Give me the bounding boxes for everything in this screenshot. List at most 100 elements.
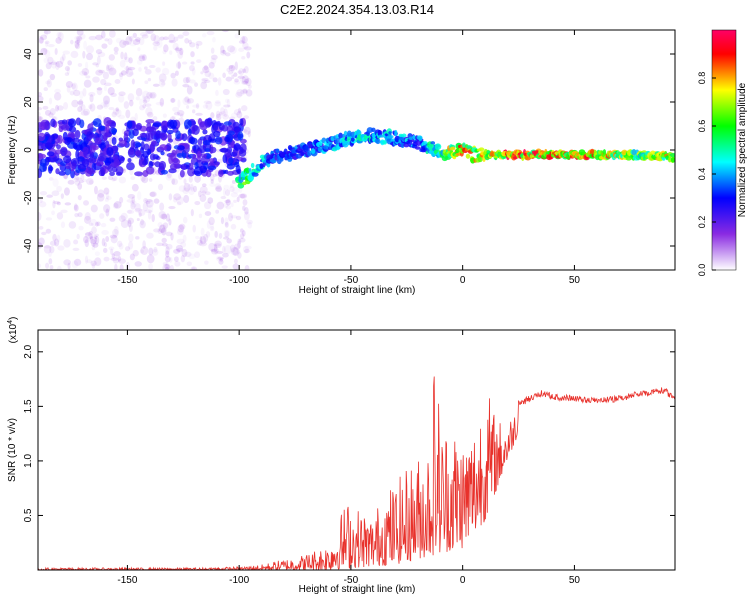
spectrogram-noise-blob <box>158 224 167 233</box>
spectrogram-noise-blob <box>243 126 251 135</box>
spectrogram-noise-blob <box>111 177 116 182</box>
spectrogram-noise-blob <box>129 43 137 47</box>
spectrogram-noise-blob <box>123 101 130 109</box>
spectrogram-noise-blob <box>176 201 182 206</box>
spectrogram-y-label: Frequency (Hz) <box>7 116 18 185</box>
spectrogram-noise-blob <box>164 267 170 270</box>
spectrogram-noise-blob <box>240 89 249 95</box>
colorbar-tick-label: 0.8 <box>697 72 707 85</box>
spectrogram-noise-blob <box>54 48 58 55</box>
spectrogram-noise-blob <box>52 233 57 242</box>
spectrogram-noise-blob <box>237 75 245 79</box>
spectrogram-noise-blob <box>233 258 238 264</box>
spectrogram-noise-blob <box>150 33 157 42</box>
spectrogram-noise-blob <box>88 104 93 110</box>
spectrogram-noise-blob <box>108 67 117 76</box>
spectrogram-noise-blob <box>64 202 72 206</box>
spectrogram-noise-blob <box>76 35 83 42</box>
spectrogram-noise-blob <box>158 78 166 88</box>
spectrogram-band-blob <box>177 145 185 151</box>
spectrogram-noise-blob <box>74 213 79 218</box>
spectrogram-noise-blob <box>242 199 248 206</box>
spectrogram-band-blob <box>148 160 154 169</box>
spectrogram-noise-blob <box>129 200 137 205</box>
spectrogram-noise-blob <box>149 91 157 99</box>
spectrogram-noise-blob <box>177 60 181 70</box>
colorbar-tick-label: 0.6 <box>697 120 707 133</box>
spectrogram-noise-blob <box>142 240 146 250</box>
spectrogram-noise-blob <box>127 209 133 214</box>
spectrogram-noise-blob <box>130 201 136 210</box>
spectrogram-noise-blob <box>131 196 136 204</box>
spectrogram-noise-blob <box>190 183 194 192</box>
spectrogram-noise-blob <box>171 178 179 186</box>
spectrogram-noise-blob <box>215 89 219 97</box>
snr-y-ticks: 0.5 1.0 1.5 2.0 <box>23 344 675 522</box>
spectrogram-noise-blob <box>173 193 182 201</box>
spectrogram-ridge-point <box>251 172 259 177</box>
spectrogram-noise-blob <box>158 73 167 83</box>
spectrogram-noise-blob <box>114 263 118 270</box>
spectrogram-noise-blob <box>200 71 204 75</box>
spectrogram-noise-blob <box>43 48 48 52</box>
spectrogram-ridge-point <box>401 133 407 138</box>
spectrogram-noise-blob <box>244 248 250 254</box>
spectrogram-noise-blob <box>46 194 53 198</box>
spectrogram-noise-blob <box>139 249 144 254</box>
spectrogram-noise-blob <box>90 239 96 247</box>
spectrogram-band-blob <box>189 137 198 145</box>
spectrogram-noise-blob <box>165 231 173 237</box>
spectrogram-noise-blob <box>223 184 230 190</box>
spectrogram-noise-blob <box>132 249 139 257</box>
spectrogram-noise-blob <box>242 68 246 74</box>
spectrogram-noise-blob <box>237 240 242 249</box>
spectrogram-band-blob <box>223 121 233 126</box>
spectrogram-noise-blob <box>99 213 105 219</box>
spectrogram-band-blob <box>127 158 132 163</box>
spectrogram-noise-blob <box>234 243 241 250</box>
spectrogram-noise-blob <box>102 247 108 253</box>
spectrogram-noise-blob <box>208 72 215 80</box>
spectrogram-noise-blob <box>233 80 241 85</box>
spectrogram-noise-blob <box>112 256 120 264</box>
spectrogram-noise-blob <box>94 235 100 245</box>
spectrogram-ridge-point <box>418 136 423 142</box>
spectrogram-noise-blob <box>42 105 49 110</box>
spectrogram-noise-blob <box>83 200 90 206</box>
spectrogram-band-blob <box>181 133 188 142</box>
spectrogram-noise-blob <box>170 72 176 79</box>
spectrogram-noise-blob <box>67 60 73 66</box>
spectrogram-band-blob <box>159 132 168 141</box>
spectrogram-band-blob <box>68 118 77 128</box>
spectrogram-noise-blob <box>155 242 164 247</box>
spectrogram-noise-blob <box>176 196 184 205</box>
spectrogram-noise-blob <box>80 104 86 112</box>
spectrogram-noise-blob <box>115 37 122 44</box>
spectrogram-band-blob <box>197 138 203 146</box>
spectrogram-noise-blob <box>152 41 161 47</box>
spectrogram-band-blob <box>188 162 194 171</box>
snr-series-line <box>38 376 675 570</box>
spectrogram-noise-blob <box>169 264 175 270</box>
spectrogram-noise-blob <box>124 246 131 252</box>
spectrogram-noise-blob <box>226 67 231 72</box>
spectrogram-band-blob <box>228 157 234 164</box>
spectrogram-noise-blob <box>146 254 155 264</box>
spectrogram-noise-blob <box>137 47 141 52</box>
spectrogram-noise-blob <box>238 193 246 199</box>
spectrogram-noise-blob <box>219 110 227 116</box>
spectrogram-noise-blob <box>120 219 129 229</box>
spectrogram-noise-blob <box>128 57 133 64</box>
snr-scale-exponent: 4 <box>7 320 14 324</box>
spectrogram-noise-blob <box>66 67 70 75</box>
spectrogram-noise-blob <box>77 62 83 67</box>
spectrogram-ridge-point <box>371 127 376 133</box>
spectrogram-noise-blob <box>53 200 60 205</box>
spectrogram-noise-blob <box>90 260 97 267</box>
spectrogram-noise-blob <box>225 76 233 82</box>
spectrogram-noise-blob <box>145 200 151 205</box>
spectrogram-noise-blob <box>198 190 202 198</box>
spectrogram-noise-blob <box>214 187 222 192</box>
spectrogram-band-blob <box>88 157 97 164</box>
spectrogram-noise-blob <box>165 261 169 269</box>
